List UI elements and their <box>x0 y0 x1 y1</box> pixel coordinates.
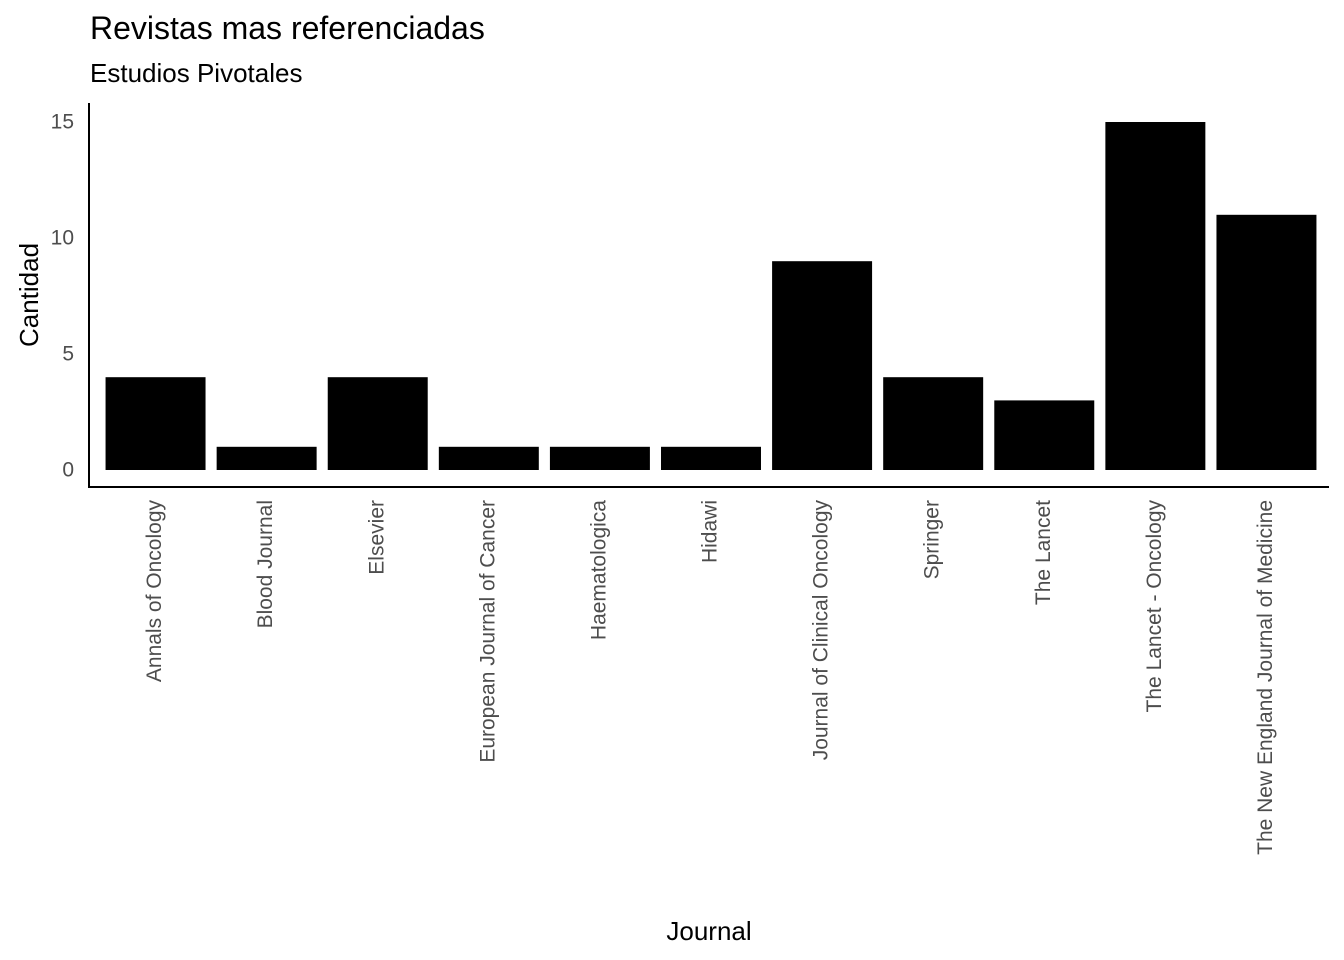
y-tick-labels: 0 5 10 15 <box>51 111 74 482</box>
y-tick-label: 5 <box>62 343 74 366</box>
x-tick-labels: Annals of Oncology Blood Journal Elsevier E… <box>143 500 1277 855</box>
y-tick-label: 10 <box>51 227 74 250</box>
x-tick-label: European Journal of Cancer <box>476 500 499 763</box>
x-tick-label: The New England Journal of Medicine <box>1254 500 1277 855</box>
y-tick-label: 15 <box>51 111 74 134</box>
x-tick-label: Hidawi <box>699 500 722 563</box>
bar-10 <box>1216 214 1317 470</box>
x-tick-label: Blood Journal <box>254 500 277 628</box>
bar-9 <box>1105 122 1206 470</box>
x-axis-title: Journal <box>666 916 751 946</box>
chart-title: Revistas mas referenciadas <box>90 10 485 46</box>
y-tick-label: 0 <box>62 459 74 482</box>
chart-subtitle: Estudios Pivotales <box>90 58 303 88</box>
bar-6 <box>772 261 873 470</box>
bar-0 <box>105 377 206 470</box>
x-tick-label: The Lancet - Oncology <box>1143 500 1166 713</box>
bar-3 <box>438 446 539 470</box>
x-tick-label: Annals of Oncology <box>143 500 166 683</box>
bar-4 <box>549 446 650 470</box>
x-tick-label: Haematologica <box>587 500 610 640</box>
bar-1 <box>216 446 317 470</box>
bar-7 <box>883 377 984 470</box>
y-axis-title: Cantidad <box>14 243 44 347</box>
bar-5 <box>661 446 761 470</box>
bar-2 <box>327 377 428 470</box>
x-tick-label: Springer <box>921 500 944 579</box>
x-tick-label: The Lancet <box>1032 500 1055 605</box>
bars-group <box>105 122 1317 470</box>
x-tick-label: Journal of Clinical Oncology <box>810 500 833 761</box>
x-tick-label: Elsevier <box>365 500 388 575</box>
bar-8 <box>994 400 1095 470</box>
